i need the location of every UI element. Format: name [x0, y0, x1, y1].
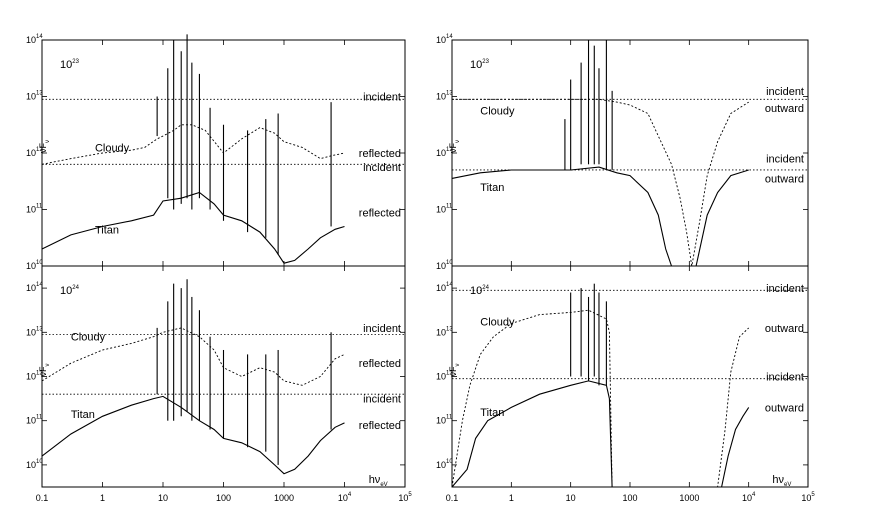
y-axis-title: νFν: [38, 140, 51, 153]
series-line: [41, 191, 345, 264]
y-tick-label: 1014: [436, 34, 453, 45]
panel-top-right: 1014 1013 1012 1011 1010 νFν 1023 Cloudy Titan in…: [436, 34, 809, 271]
curve-label: outward: [765, 173, 804, 185]
curve-label: incident: [363, 394, 401, 406]
y-tick-label: 1011: [26, 204, 43, 215]
y-tick-label: 1011: [26, 415, 43, 426]
curve-label: outward: [765, 323, 804, 335]
panel-top-left: 1014 1013 1012 1011 1010 νFν 1023 Cloudy Titan in…: [26, 34, 406, 271]
plot-frame: [451, 39, 809, 267]
curve-label: reflected: [359, 207, 401, 219]
series-line: [451, 309, 750, 488]
series-line: [41, 124, 345, 165]
curve-label: outward: [765, 103, 804, 115]
curve-label: outward: [765, 402, 804, 414]
y-tick-label: 1012: [26, 371, 43, 382]
x-axis-title: hνeV: [772, 474, 791, 488]
y-tick-label: 1012: [26, 147, 43, 158]
series-line: [41, 327, 345, 386]
y-tick-label: 1010: [26, 260, 43, 271]
y-tick-label: 1014: [26, 34, 43, 45]
x-tick-label: 10: [158, 493, 168, 503]
y-tick-label: 1011: [436, 204, 453, 215]
x-tick-label: 0.1: [36, 493, 49, 503]
model-label: Titan: [480, 182, 504, 194]
curve-label: incident: [363, 323, 401, 335]
series-line: [451, 380, 750, 488]
curve-label: reflected: [359, 148, 401, 160]
model-label: Titan: [480, 407, 504, 419]
x-tick-label: 0.1: [446, 493, 459, 503]
curve-label: reflected: [359, 358, 401, 370]
curve-label: incident: [766, 154, 804, 166]
y-tick-label: 1012: [436, 371, 453, 382]
y-axis-title: νFν: [448, 364, 461, 377]
panel-column-density-label: 1023: [470, 59, 490, 71]
y-tick-label: 1013: [436, 326, 453, 337]
panel-column-density-label: 1024: [60, 285, 80, 297]
curve-label: incident: [363, 162, 401, 174]
y-tick-label: 1014: [436, 282, 453, 293]
y-tick-label: 1013: [436, 91, 453, 102]
series-line: [451, 166, 749, 267]
panel-bottom-left: 0.1 1 10 100 1000 104 105 1014 1013 1012 1011 1010 ν…: [26, 265, 412, 503]
panel-column-density-label: 1024: [470, 285, 490, 297]
y-tick-label: 1011: [436, 415, 453, 426]
x-tick-label: 1: [509, 493, 514, 503]
model-label: Titan: [95, 224, 119, 236]
x-tick-label: 104: [338, 492, 352, 503]
x-tick-label: 104: [742, 492, 756, 503]
series-line: [41, 395, 345, 475]
curve-label: incident: [766, 283, 804, 295]
series-line: [452, 98, 749, 267]
y-axis-title: νFν: [448, 140, 461, 153]
model-label: Cloudy: [480, 106, 515, 118]
curve-label: incident: [363, 92, 401, 104]
x-axis-title: hνeV: [369, 474, 388, 488]
y-tick-label: 1013: [26, 326, 43, 337]
x-tick-label: 105: [801, 492, 815, 503]
model-label: Cloudy: [480, 316, 515, 328]
x-tick-label: 1: [100, 493, 105, 503]
y-tick-label: 1010: [26, 459, 43, 470]
model-label: Cloudy: [95, 142, 130, 154]
model-label: Titan: [71, 409, 95, 421]
panel-bottom-right: 0.1 1 10 100 1000 104 105 1014 1013 1012 1011 1010 ν…: [436, 265, 815, 503]
x-tick-label: 1000: [274, 493, 294, 503]
x-tick-label: 100: [216, 493, 231, 503]
curve-label: reflected: [359, 420, 401, 432]
panel-column-density-label: 1023: [60, 59, 80, 71]
curve-label: incident: [766, 372, 804, 384]
y-tick-label: 1012: [436, 147, 453, 158]
x-tick-label: 1000: [679, 493, 699, 503]
y-tick-label: 1014: [26, 282, 43, 293]
plot-frame: [451, 265, 809, 488]
x-tick-label: 10: [566, 493, 576, 503]
y-tick-label: 1010: [436, 459, 453, 470]
model-label: Cloudy: [71, 332, 106, 344]
curve-label: incident: [766, 86, 804, 98]
x-tick-label: 100: [622, 493, 637, 503]
x-tick-label: 105: [398, 492, 412, 503]
y-tick-label: 1013: [26, 91, 43, 102]
y-axis-title: νFν: [38, 364, 51, 377]
y-tick-label: 1010: [436, 260, 453, 271]
